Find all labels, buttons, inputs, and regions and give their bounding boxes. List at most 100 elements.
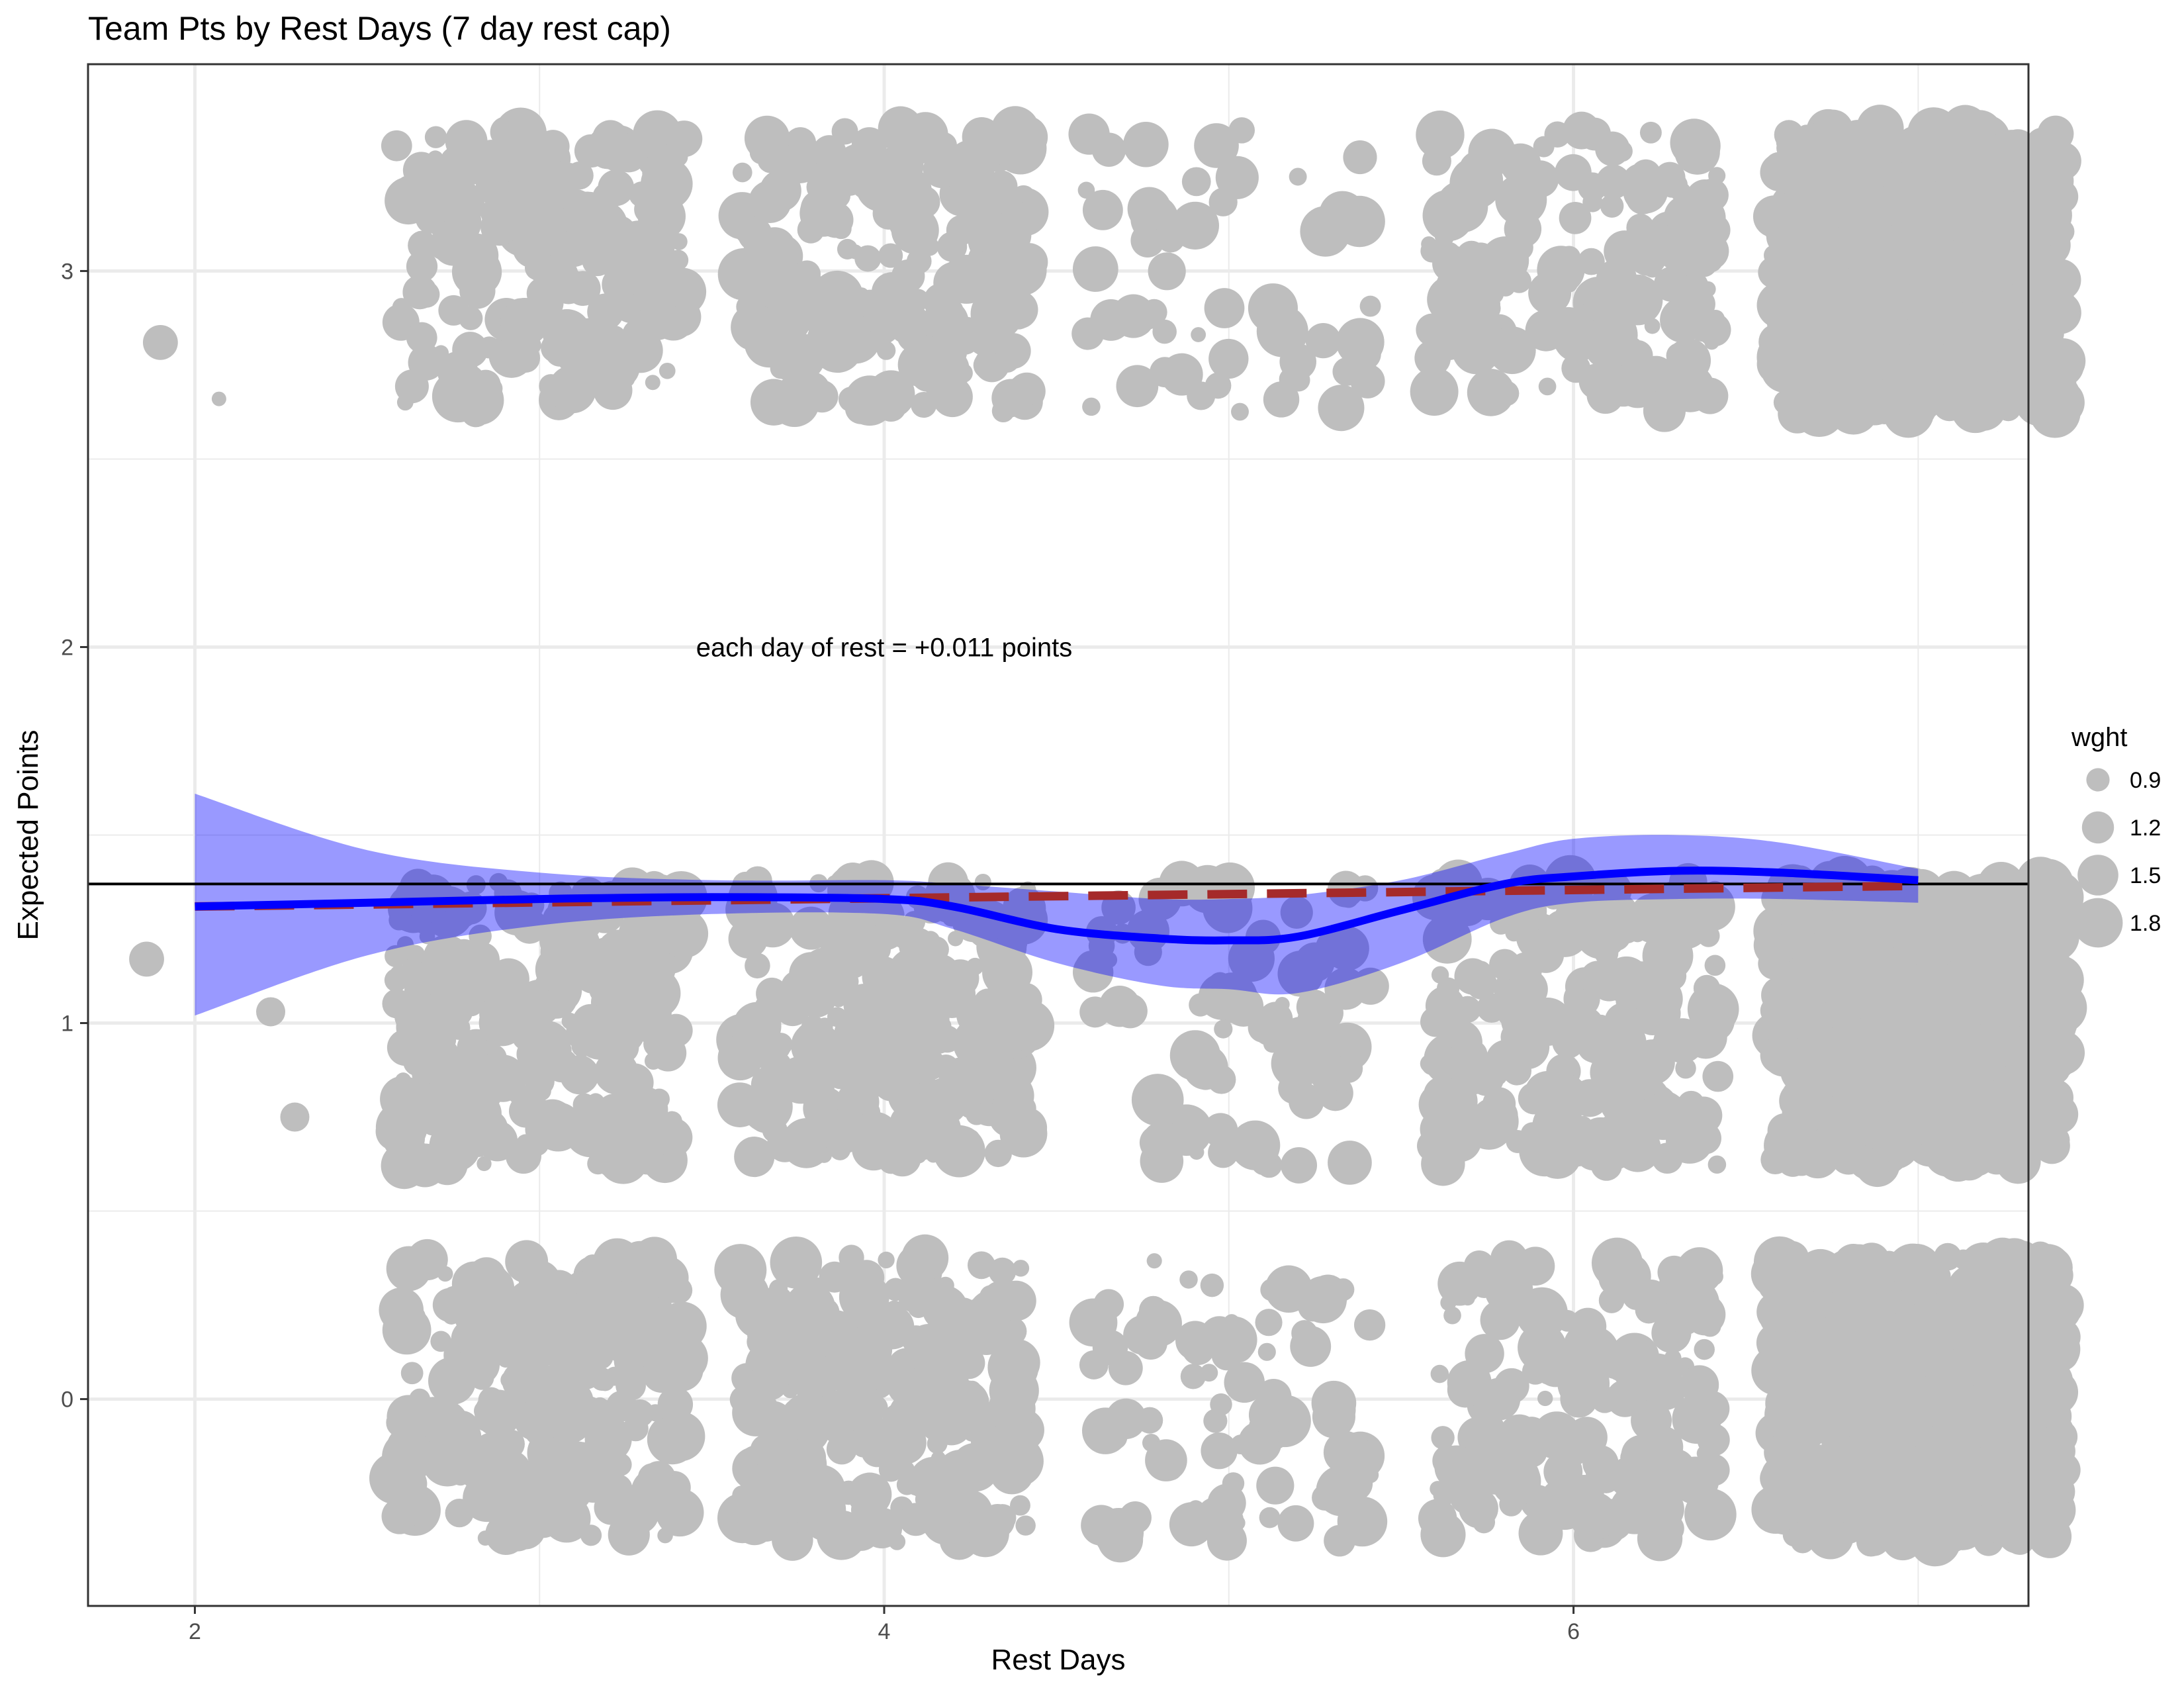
data-point (769, 1033, 793, 1056)
data-point (392, 298, 411, 316)
data-point (1752, 195, 1796, 238)
data-point (2025, 317, 2063, 355)
data-point (1653, 266, 1689, 302)
data-point (2036, 1120, 2053, 1137)
data-point (2017, 324, 2038, 346)
data-point (1198, 973, 1245, 1020)
data-point (1001, 989, 1028, 1016)
data-point (1491, 1456, 1541, 1507)
data-point (1578, 117, 1612, 151)
data-point (455, 1051, 494, 1089)
data-point (1559, 201, 1592, 234)
data-point (1010, 1495, 1030, 1516)
legend-label: 1.2 (2130, 816, 2161, 841)
data-point (1639, 121, 1662, 144)
data-point (480, 158, 498, 175)
data-point (1702, 1060, 1734, 1092)
data-point (896, 1244, 939, 1288)
data-point (975, 1010, 1026, 1062)
data-point (1351, 967, 1389, 1005)
data-point (586, 1093, 605, 1111)
data-point (1978, 1237, 2027, 1286)
data-point (395, 1072, 412, 1089)
data-point (745, 953, 770, 979)
data-point (445, 1411, 479, 1444)
data-point (809, 291, 838, 321)
legend-key (2081, 811, 2115, 844)
data-point (211, 391, 226, 406)
data-point (516, 1038, 548, 1070)
data-point (827, 1007, 848, 1027)
data-point (1966, 1331, 1998, 1363)
data-point (1684, 1488, 1737, 1541)
data-point (1298, 1291, 1328, 1322)
data-point (543, 1049, 564, 1069)
data-point (1792, 1304, 1811, 1323)
data-point (1637, 1427, 1666, 1456)
data-point (1659, 1449, 1695, 1485)
data-point (989, 1366, 1039, 1416)
data-point (927, 1433, 948, 1454)
data-point (1508, 952, 1543, 986)
data-point (825, 1350, 850, 1376)
data-point (519, 1001, 537, 1019)
data-point (1210, 1393, 1232, 1416)
data-point (1955, 1519, 1983, 1546)
data-point (878, 1251, 895, 1269)
data-point (1696, 1445, 1713, 1462)
data-point (1901, 140, 1941, 179)
data-point (634, 194, 664, 224)
data-point (581, 1354, 598, 1371)
data-point (1790, 393, 1819, 422)
data-point (1410, 367, 1459, 416)
data-point (777, 1317, 823, 1364)
data-point (878, 1148, 904, 1174)
data-point (665, 120, 703, 158)
data-point (1994, 373, 2036, 415)
data-point (1528, 271, 1572, 315)
data-point (884, 1300, 904, 1321)
data-point (968, 1493, 987, 1512)
data-point (2042, 180, 2067, 205)
data-point (816, 1510, 866, 1560)
data-point (649, 1438, 669, 1458)
data-point (948, 1074, 963, 1090)
data-point (1010, 243, 1048, 281)
data-point (1194, 123, 1239, 168)
data-point (1483, 1098, 1518, 1133)
data-point (1827, 1017, 1878, 1068)
data-point (1868, 1361, 1921, 1413)
data-point (1567, 932, 1586, 951)
data-point (1156, 224, 1185, 253)
data-point (1821, 1094, 1858, 1131)
data-point (744, 318, 794, 368)
data-point (767, 1424, 797, 1454)
data-point (1953, 1249, 1974, 1270)
data-point (1668, 174, 1688, 195)
data-point (1983, 1370, 2007, 1393)
data-point (1540, 1074, 1589, 1123)
x-tick-label: 2 (189, 1619, 201, 1644)
data-point (973, 352, 1001, 379)
data-point (1205, 372, 1232, 399)
data-point (1960, 199, 2002, 242)
data-point (565, 1350, 605, 1390)
data-point (662, 1111, 682, 1132)
data-point (597, 1133, 649, 1184)
data-point (1829, 367, 1877, 414)
data-point (403, 1047, 432, 1076)
data-point (1675, 1058, 1696, 1079)
data-point (1180, 1364, 1206, 1389)
data-point (1564, 1475, 1604, 1515)
data-point (1300, 206, 1351, 257)
data-point (2050, 1305, 2071, 1326)
data-point (1833, 903, 1848, 919)
data-point (1783, 1382, 1815, 1413)
points-layer (129, 105, 2087, 1567)
data-point (2029, 1086, 2064, 1121)
data-point (888, 1533, 906, 1550)
data-point (1134, 1326, 1167, 1360)
data-point (1439, 1119, 1482, 1162)
data-point (1090, 299, 1132, 341)
data-point (502, 1327, 546, 1372)
